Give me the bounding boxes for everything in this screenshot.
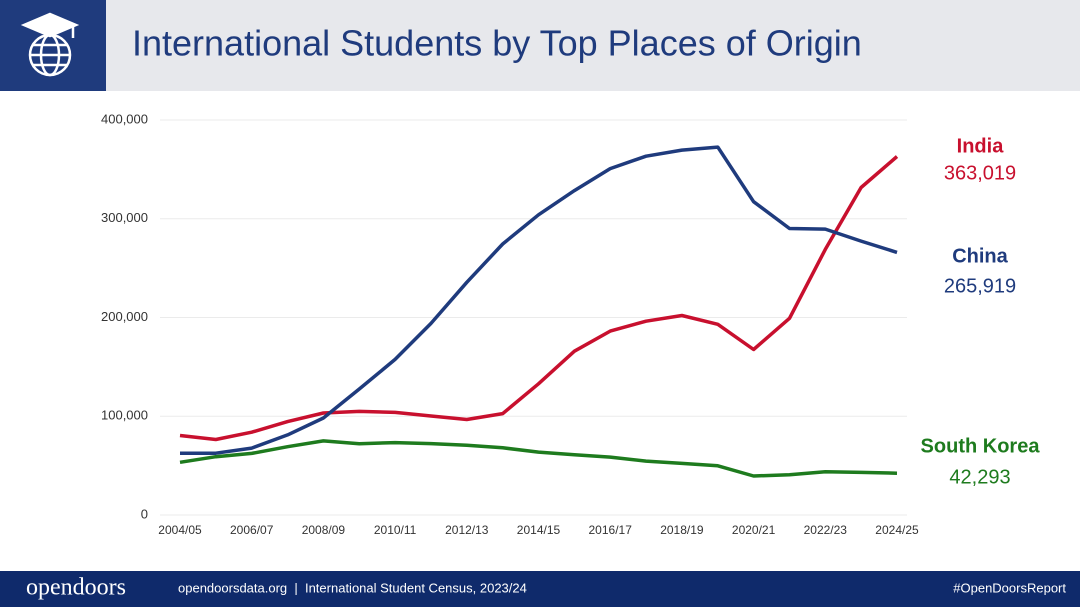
legend-label: South Korea xyxy=(921,435,1041,457)
x-tick-label: 2004/05 xyxy=(158,523,202,537)
y-tick-label: 0 xyxy=(141,506,148,521)
header-band xyxy=(0,0,1080,91)
x-tick-label: 2022/23 xyxy=(804,523,848,537)
x-tick-label: 2010/11 xyxy=(374,523,417,537)
footer-hashtag: #OpenDoorsReport xyxy=(953,580,1066,595)
series-line xyxy=(179,145,898,456)
chart-title: International Students by Top Places of … xyxy=(132,23,862,64)
series-line xyxy=(179,439,898,478)
x-tick-label: 2024/25 xyxy=(875,523,919,537)
series-line xyxy=(179,155,899,442)
grad-globe-icon xyxy=(20,12,80,77)
footer-source: opendoorsdata.org | International Studen… xyxy=(178,580,527,595)
y-tick-label: 100,000 xyxy=(101,408,148,423)
x-tick-label: 2014/15 xyxy=(517,523,561,537)
x-tick-label: 2020/21 xyxy=(732,523,776,537)
value-label: 42,293 xyxy=(949,466,1010,488)
y-tick-label: 200,000 xyxy=(101,309,148,324)
x-tick-label: 2008/09 xyxy=(302,523,346,537)
plot: 0 100,000 200,000 300,000 400,000 2004/05 2006… xyxy=(101,111,1040,537)
footer-logo: opendoors xyxy=(26,575,126,601)
x-tick-label: 2018/19 xyxy=(660,523,704,537)
y-tick-label: 300,000 xyxy=(101,210,148,225)
value-label: 363,019 xyxy=(944,162,1016,184)
x-tick-label: 2006/07 xyxy=(230,523,274,537)
footer-band xyxy=(0,571,1080,607)
y-tick-label: 400,000 xyxy=(101,111,148,126)
value-label: 265,919 xyxy=(944,275,1016,297)
legend-label: China xyxy=(952,245,1008,267)
x-tick-label: 2016/17 xyxy=(589,523,633,537)
x-tick-label: 2012/13 xyxy=(445,523,489,537)
legend-label: India xyxy=(957,135,1005,157)
